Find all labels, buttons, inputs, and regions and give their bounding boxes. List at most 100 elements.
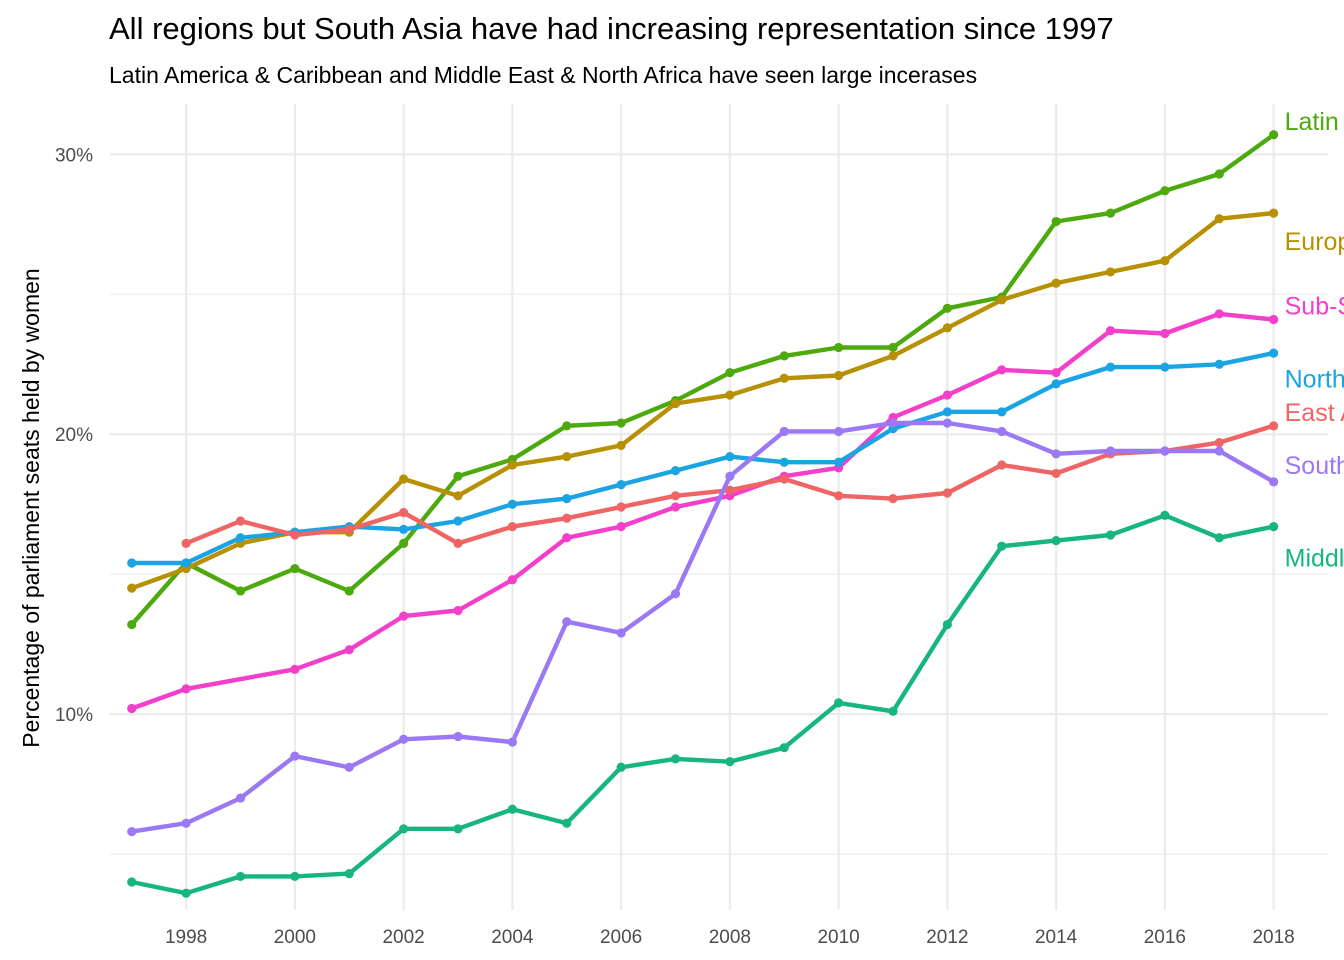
data-point-latin-america-and-caribbean [235,586,246,596]
data-point-north-america [1051,379,1061,389]
data-point-latin-america-and-caribbean [453,471,463,481]
data-point-north-america [235,533,246,543]
series-middle-east-and-north-africa [127,510,1279,898]
data-point-east-asia-and-pacific [344,524,354,534]
data-point-europe-and-central-asia [562,452,572,462]
data-point-north-america [127,558,137,568]
data-point-north-america [562,494,572,504]
series-east-asia-and-pacific [181,421,1279,548]
data-point-middle-east-and-north-africa [290,871,300,882]
data-point-south-asia [1160,446,1170,456]
data-point-latin-america-and-caribbean [834,342,844,353]
data-point-north-america [834,457,844,467]
data-point-europe-and-central-asia [616,440,626,451]
data-point-south-asia [942,418,952,428]
data-point-north-america [725,452,735,462]
data-point-latin-america-and-caribbean [344,586,354,596]
data-point-south-asia [290,751,300,761]
data-point-south-asia [779,426,789,437]
data-point-middle-east-and-north-africa [725,757,735,767]
x-tick-label: 2004 [491,927,534,948]
data-point-latin-america-and-caribbean [1214,169,1224,179]
data-point-east-asia-and-pacific [1269,421,1279,431]
data-point-middle-east-and-north-africa [344,869,354,879]
data-point-north-america [181,558,191,568]
series-line-south-asia [129,420,1276,834]
data-point-east-asia-and-pacific [1214,438,1224,448]
data-point-europe-and-central-asia [779,373,789,383]
data-point-east-asia-and-pacific [453,538,463,548]
data-point-latin-america-and-caribbean [1105,208,1116,218]
data-point-middle-east-and-north-africa [235,871,246,882]
data-point-south-asia [1105,446,1116,456]
series-label-middle-east-and-north-africa: Middle East & North Africa [1285,544,1344,572]
data-point-latin-america-and-caribbean [1269,130,1279,140]
data-point-north-america [1214,359,1224,369]
data-point-latin-america-and-caribbean [942,303,952,313]
data-point-sub-saharan-africa [670,502,681,512]
data-point-europe-and-central-asia [399,474,409,484]
data-point-middle-east-and-north-africa [562,818,572,828]
data-point-east-asia-and-pacific [181,538,191,548]
data-point-europe-and-central-asia [127,583,137,593]
x-tick-label: 2012 [926,927,968,948]
data-point-east-asia-and-pacific [997,460,1007,470]
data-point-middle-east-and-north-africa [1269,521,1279,532]
data-point-sub-saharan-africa [181,684,191,694]
x-tick-label: 2010 [817,927,859,948]
data-point-north-america [1269,348,1279,358]
data-point-sub-saharan-africa [1105,326,1116,336]
x-tick-label: 2014 [1035,927,1078,948]
y-tick-label: 30% [55,145,93,166]
data-point-south-asia [1214,446,1224,456]
data-point-europe-and-central-asia [670,398,681,409]
data-point-south-asia [181,818,191,828]
series-latin-america-and-caribbean [127,130,1279,630]
data-point-east-asia-and-pacific [779,474,789,484]
data-point-europe-and-central-asia [1214,214,1224,224]
data-point-east-asia-and-pacific [888,494,898,504]
data-point-sub-saharan-africa [562,533,572,543]
series-label-sub-saharan-africa: Sub-Saharan Africa [1285,293,1344,321]
y-tick-label: 20% [55,425,93,446]
data-point-middle-east-and-north-africa [942,619,952,630]
series-line-sub-saharan-africa [129,311,1276,711]
data-point-sub-saharan-africa [344,645,354,655]
data-point-south-asia [670,589,681,599]
data-point-middle-east-and-north-africa [1051,535,1061,546]
data-point-south-asia [725,471,735,481]
data-point-south-asia [235,793,246,803]
series-labels: Latin America & Caribbean Europe & Centra… [1285,108,1344,573]
data-point-sub-saharan-africa [942,390,952,400]
series-label-east-asia-and-pacific: East Asia & Pacific [1285,399,1344,427]
series-label-europe-and-central-asia: Europe & Central Asia [1285,228,1344,256]
y-axis-title: Percentage of parliament seats held by w… [18,268,44,747]
data-point-middle-east-and-north-africa [888,706,898,716]
data-point-east-asia-and-pacific [1051,468,1061,479]
data-point-middle-east-and-north-africa [507,804,517,814]
data-point-north-america [507,499,517,509]
data-point-south-asia [997,426,1007,437]
data-point-south-asia [888,418,898,428]
data-point-sub-saharan-africa [507,575,517,585]
chart-subtitle: Latin America & Caribbean and Middle Eas… [109,62,977,88]
data-point-north-america [616,480,626,490]
data-point-middle-east-and-north-africa [997,541,1007,551]
data-point-south-asia [399,734,409,744]
data-point-south-asia [1051,449,1061,459]
data-point-sub-saharan-africa [127,703,137,714]
data-point-sub-saharan-africa [290,664,300,674]
data-point-south-asia [507,737,517,747]
x-tick-label: 2018 [1252,927,1294,948]
data-point-middle-east-and-north-africa [1214,533,1224,543]
series-line-north-america [129,350,1276,566]
data-point-east-asia-and-pacific [399,507,409,518]
data-point-europe-and-central-asia [834,370,844,381]
data-point-north-america [997,407,1007,417]
series-lines [127,130,1279,898]
data-point-south-asia [834,426,844,437]
data-point-latin-america-and-caribbean [562,421,572,431]
data-point-north-america [670,466,681,476]
data-point-east-asia-and-pacific [290,530,300,540]
data-point-middle-east-and-north-africa [670,754,681,764]
